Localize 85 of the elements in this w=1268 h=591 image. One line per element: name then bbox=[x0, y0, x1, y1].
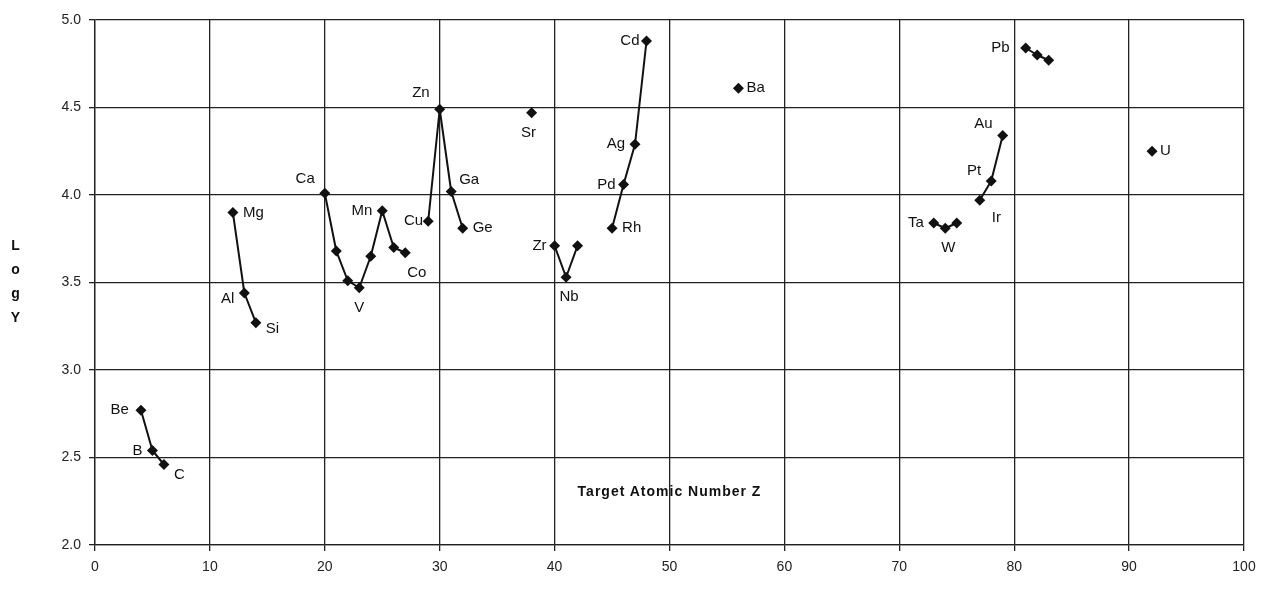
point bbox=[951, 217, 963, 229]
annotation: Co bbox=[407, 262, 427, 280]
point bbox=[526, 107, 538, 119]
annotation: Ba bbox=[746, 78, 766, 96]
annotation: Zr bbox=[532, 235, 547, 253]
point bbox=[939, 222, 951, 234]
annotation: U bbox=[1160, 141, 1171, 159]
point bbox=[388, 242, 400, 253]
x-tick-label: 50 bbox=[661, 558, 678, 575]
point bbox=[434, 103, 446, 115]
point bbox=[928, 217, 940, 229]
annotation: Zn bbox=[412, 83, 430, 101]
point bbox=[732, 82, 744, 94]
point bbox=[353, 282, 365, 294]
point bbox=[158, 459, 170, 470]
annotation: Ta bbox=[907, 213, 925, 231]
point bbox=[238, 287, 250, 299]
y-tick-label: 2.0 bbox=[61, 535, 82, 552]
point bbox=[1031, 49, 1043, 61]
x-tick-label: 70 bbox=[891, 558, 908, 575]
annotation: B bbox=[132, 440, 143, 458]
point bbox=[365, 250, 377, 262]
y-axis-title: L o g Y bbox=[10, 237, 22, 326]
annotation: Ga bbox=[459, 169, 480, 187]
annotation: Ir bbox=[991, 208, 1001, 226]
annotation: Pd bbox=[597, 174, 616, 192]
annotation: Ca bbox=[295, 169, 316, 187]
point bbox=[319, 187, 331, 199]
annotation: Mn bbox=[351, 200, 373, 218]
annotation: Pb bbox=[991, 38, 1010, 56]
x-tick-label: 100 bbox=[1232, 558, 1256, 575]
point bbox=[572, 240, 584, 252]
annotation: Mg bbox=[242, 202, 264, 220]
annotation: Nb bbox=[559, 287, 579, 305]
point bbox=[250, 317, 262, 329]
point bbox=[1020, 42, 1032, 54]
x-tick-label: 40 bbox=[546, 558, 563, 575]
point bbox=[399, 247, 411, 259]
annotation: Ge bbox=[472, 218, 493, 236]
x-tick-label: 30 bbox=[431, 558, 448, 575]
point bbox=[985, 175, 997, 187]
annotation: Ag bbox=[606, 134, 626, 152]
x-tick-label: 60 bbox=[776, 558, 793, 575]
point bbox=[618, 179, 630, 190]
annotation: Sr bbox=[521, 122, 537, 140]
point bbox=[560, 271, 572, 283]
y-tick-label: 2.5 bbox=[61, 448, 82, 465]
y-tick-label: 3.5 bbox=[61, 273, 82, 290]
point bbox=[457, 222, 469, 234]
point bbox=[135, 404, 147, 416]
point bbox=[1043, 54, 1055, 66]
annotation: Si bbox=[265, 318, 280, 336]
annotation: Au bbox=[974, 113, 993, 131]
annotation: C bbox=[173, 464, 185, 482]
y-tick-label: 4.5 bbox=[61, 98, 82, 115]
annotation: Cu bbox=[404, 211, 424, 229]
point bbox=[146, 445, 158, 456]
point bbox=[227, 207, 239, 218]
x-tick-label: 20 bbox=[317, 558, 333, 575]
annotation: Pt bbox=[967, 161, 983, 179]
point bbox=[342, 275, 354, 287]
annotation: Rh bbox=[622, 218, 642, 236]
point bbox=[606, 222, 618, 234]
point bbox=[629, 138, 641, 150]
point bbox=[974, 194, 986, 206]
point bbox=[422, 215, 434, 227]
annotation: Be bbox=[110, 400, 129, 418]
y-tick-label: 4.0 bbox=[61, 185, 82, 202]
point bbox=[997, 130, 1009, 141]
point bbox=[376, 205, 388, 217]
x-tick-label: 90 bbox=[1121, 558, 1138, 575]
y-tick-label: 5.0 bbox=[61, 10, 82, 27]
x-tick-label: 80 bbox=[1006, 558, 1023, 575]
point bbox=[445, 186, 457, 197]
point bbox=[1146, 145, 1158, 157]
x-tick-label: 0 bbox=[91, 558, 100, 575]
y-tick-label: 3.0 bbox=[61, 360, 82, 377]
annotation: W bbox=[941, 238, 957, 256]
point bbox=[549, 240, 561, 252]
annotation: Cd bbox=[620, 31, 640, 49]
x-tick-label: 10 bbox=[202, 558, 218, 575]
point bbox=[641, 35, 653, 47]
annotation: V bbox=[354, 297, 365, 315]
point bbox=[330, 245, 342, 257]
annotation: Al bbox=[221, 289, 235, 307]
